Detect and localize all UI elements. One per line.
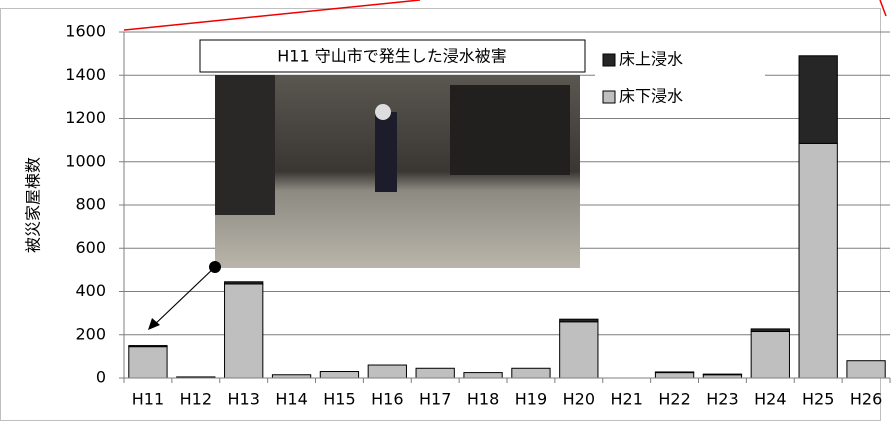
red-line [123,0,421,31]
y-axis-label: 被災家屋棟数 [24,157,43,253]
x-tick-label: H13 [227,390,259,409]
legend-label: 床上浸水 [619,50,683,69]
x-tick-label: H24 [754,390,786,409]
arrow-dot [209,261,221,273]
legend-swatch [602,53,616,67]
x-tick-label: H21 [610,390,642,409]
legend-swatch [602,90,616,104]
legend-label: 床下浸水 [619,87,683,106]
bar-segment [128,346,168,379]
bar-segment [367,364,407,379]
photo [215,75,580,268]
y-tick-label: 1600 [65,22,106,41]
bar-segment [798,142,838,379]
x-tick-label: H12 [180,390,212,409]
bar-segment [128,345,168,348]
bar-segment [654,371,695,374]
x-tick-label: H26 [850,390,882,409]
x-tick-label: H25 [802,390,834,409]
y-tick-label: 1200 [65,108,106,127]
bar-segment [559,318,599,323]
arrow-head [148,318,160,330]
bar-segment [750,328,790,333]
x-tick-label: H18 [467,390,499,409]
y-tick-label: 0 [96,368,106,387]
y-tick-label: 1000 [65,151,106,170]
bar-segment [224,281,264,285]
x-tick-label: H19 [515,390,547,409]
bar-segment [511,367,551,379]
x-tick-label: H22 [658,390,690,409]
bar-segment [415,367,455,379]
y-tick-label: 800 [75,195,106,214]
red-line [879,0,887,17]
x-tick-label: H14 [275,390,307,409]
bar-segment [654,372,695,379]
bar-segment [702,373,743,376]
y-tick-label: 600 [75,238,106,257]
plot: 0 200 400 600 800 1000 1200 1400 1600 H11 H12 H13 H1… [65,22,891,409]
bar-segment [463,372,503,379]
x-tick-label: H23 [706,390,738,409]
bar-segment [798,55,838,144]
y-tick-label: 200 [75,324,106,343]
legend-box [595,40,765,118]
x-tick-label: H20 [563,390,595,409]
y-tick-label: 400 [75,281,106,300]
bar-segment [846,360,886,379]
x-tick-label: H11 [132,390,164,409]
annotation: H11 守山市で発生した浸水被害 [277,47,506,66]
bar-segment [750,331,790,379]
x-tick-label: H16 [371,390,403,409]
arrow [151,266,216,328]
annotation-box [199,39,586,73]
bar-segment [559,321,599,379]
y-tick-label: 1400 [65,65,106,84]
bar-segment [319,371,360,379]
bar-segment [224,283,264,379]
x-tick-label: H17 [419,390,451,409]
x-tick-label: H15 [323,390,355,409]
